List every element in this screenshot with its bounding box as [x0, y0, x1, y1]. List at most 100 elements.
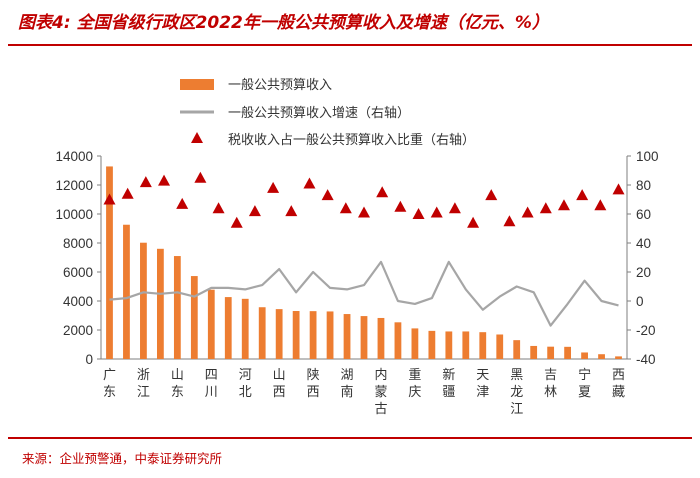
tax-share-marker: [194, 171, 207, 183]
tax-share-marker: [248, 205, 261, 217]
legend-bar-swatch: [180, 79, 214, 90]
tax-share-marker: [358, 206, 370, 218]
revenue-bar: [445, 331, 453, 359]
right-tick-label: -40: [636, 352, 656, 367]
revenue-bar: [156, 248, 164, 359]
x-tick-label: 陕西: [307, 368, 320, 400]
left-tick-label: 6000: [63, 265, 93, 280]
right-tick-label: 20: [636, 265, 651, 280]
tax-share-marker: [230, 216, 243, 228]
revenue-bar: [173, 256, 181, 359]
revenue-bar: [275, 309, 283, 359]
tax-share-marker: [267, 181, 280, 193]
x-tick-label: 内蒙古: [374, 367, 387, 417]
tax-share-marker: [303, 177, 316, 189]
revenue-bar: [513, 340, 521, 359]
tax-share-marker: [376, 186, 389, 198]
revenue-bar: [123, 224, 130, 359]
tax-share-marker: [158, 174, 171, 186]
left-tick-label: 10000: [55, 207, 93, 222]
legend-marker-swatch: [191, 132, 203, 143]
tax-share-marker: [321, 189, 334, 201]
x-tick-label: 浙江: [137, 368, 150, 400]
tax-share-marker: [430, 206, 443, 218]
tax-share-marker: [612, 183, 625, 195]
x-tick-label: 山东: [171, 368, 184, 400]
title-rule: [8, 44, 692, 46]
tax-share-marker: [467, 216, 480, 228]
revenue-bar: [496, 334, 504, 359]
tax-share-marker: [285, 205, 298, 217]
chart-title: 图表4: 全国省级行政区2022年一般公共预算收入及增速（亿元、%）: [18, 13, 549, 33]
legend-marker-label: 税收收入占一般公共预算收入比重（右轴）: [228, 132, 475, 148]
revenue-bar: [292, 311, 300, 359]
right-tick-label: 80: [636, 178, 651, 193]
tax-share-marker: [212, 202, 225, 214]
revenue-bar: [547, 346, 555, 359]
right-tick-label: 60: [636, 207, 651, 222]
tax-share-marker: [557, 199, 570, 211]
revenue-bar: [258, 307, 266, 359]
revenue-bar: [190, 276, 198, 359]
right-tick-label: -20: [636, 323, 656, 338]
tax-share-marker: [448, 202, 461, 214]
revenue-bar: [411, 328, 419, 359]
revenue-bar: [598, 354, 605, 359]
x-tick-label: 吉林: [544, 368, 557, 400]
source-note: 来源：企业预警通，中泰证券研究所: [22, 451, 223, 466]
tax-share-marker: [176, 197, 189, 209]
legend-line-label: 一般公共预算收入增速（右轴）: [228, 105, 410, 121]
source-rule: [8, 437, 692, 439]
legend-bar-label: 一般公共预算收入: [228, 77, 332, 93]
revenue-bar: [106, 166, 113, 359]
revenue-bar: [564, 346, 572, 359]
tax-share-marker: [412, 208, 425, 219]
x-tick-label: 宁夏: [578, 367, 591, 400]
x-tick-label: 重庆: [408, 367, 421, 400]
x-tick-label: 西藏: [612, 368, 625, 400]
revenue-bar: [394, 322, 402, 359]
revenue-bar: [581, 352, 588, 359]
revenue-bar: [140, 242, 147, 359]
left-tick-label: 8000: [63, 236, 93, 251]
revenue-bar: [530, 345, 538, 359]
tax-share-marker: [503, 215, 516, 227]
revenue-bar: [309, 311, 317, 359]
revenue-bar: [479, 332, 487, 359]
revenue-bar: [343, 314, 351, 359]
growth-line: [109, 260, 619, 327]
tax-share-marker: [594, 199, 607, 211]
revenue-bar: [224, 297, 232, 359]
right-tick-label: 0: [636, 294, 644, 309]
tax-share-marker: [103, 193, 116, 205]
left-tick-label: 2000: [63, 323, 93, 338]
tax-share-marker: [485, 189, 498, 201]
tax-share-marker: [139, 176, 152, 188]
revenue-bar: [615, 356, 622, 359]
revenue-bar: [377, 317, 385, 359]
right-tick-label: 40: [636, 236, 651, 251]
left-tick-label: 14000: [55, 149, 93, 164]
x-tick-label: 天津: [476, 368, 489, 400]
tax-share-marker: [521, 206, 534, 218]
revenue-bar: [428, 330, 436, 359]
revenue-bar: [360, 316, 368, 359]
tax-share-marker: [539, 202, 552, 214]
x-tick-label: 湖南: [341, 368, 354, 400]
x-tick-label: 黑龙江: [510, 368, 523, 417]
left-tick-label: 12000: [55, 178, 93, 193]
x-tick-label: 山西: [273, 368, 286, 400]
left-tick-label: 4000: [63, 294, 93, 309]
tax-share-marker: [339, 202, 352, 214]
x-tick-label: 广东: [103, 368, 116, 400]
tax-share-marker: [576, 189, 589, 201]
x-tick-label: 新疆: [442, 367, 455, 400]
revenue-bar: [462, 331, 470, 359]
revenue-bar: [326, 311, 334, 359]
left-tick-label: 0: [85, 352, 93, 367]
x-tick-label: 河北: [239, 368, 252, 400]
tax-share-marker: [394, 200, 407, 212]
revenue-bar: [207, 289, 215, 359]
revenue-bar: [241, 298, 249, 359]
